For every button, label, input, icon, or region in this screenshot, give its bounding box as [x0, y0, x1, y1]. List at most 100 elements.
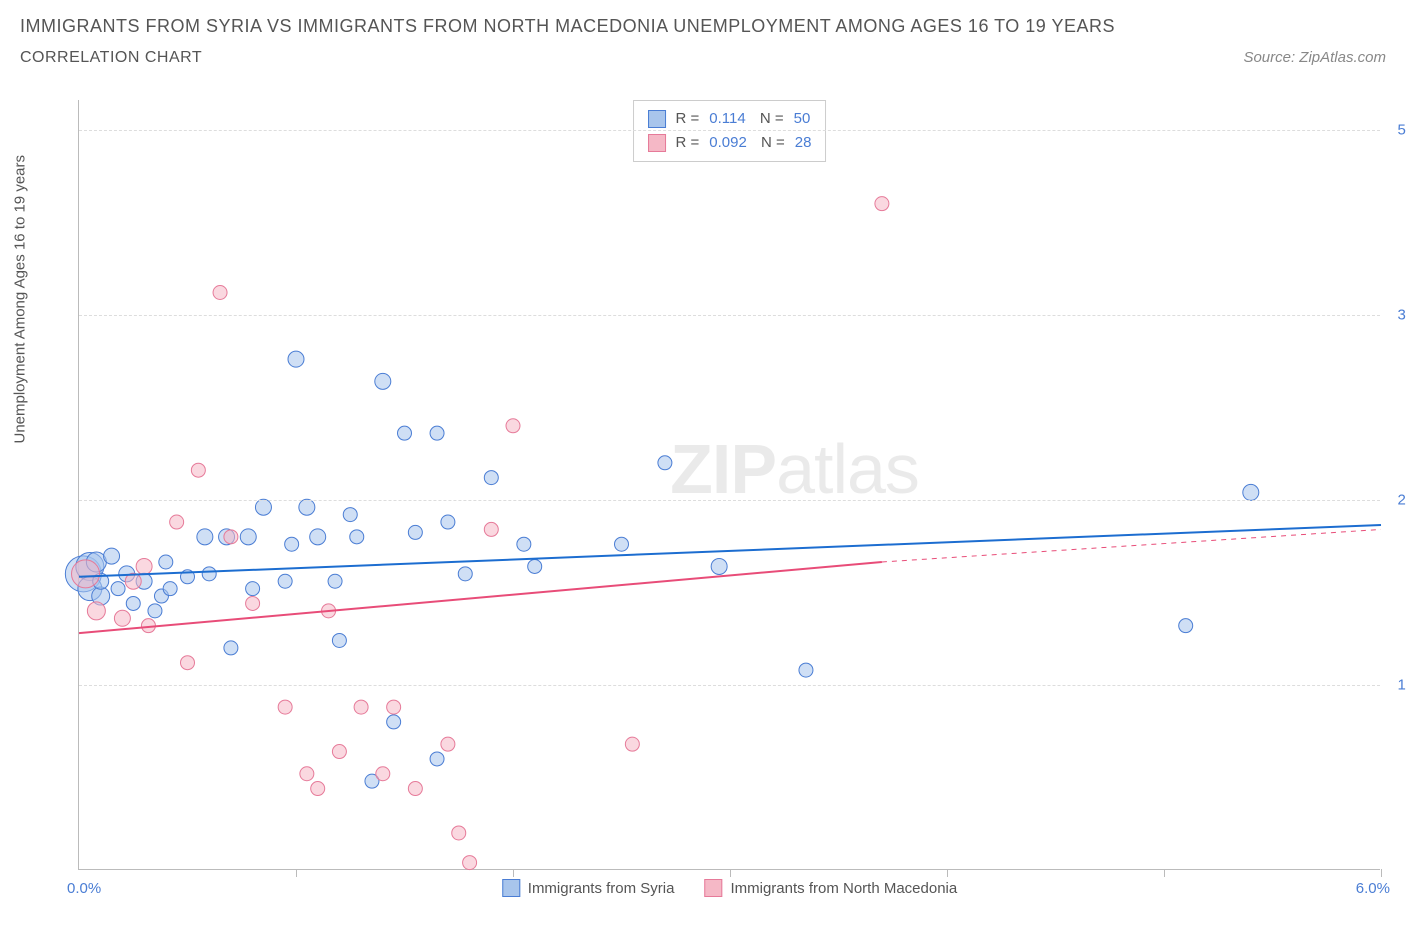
x-axis-tick [947, 869, 948, 877]
data-point [163, 582, 177, 596]
gridline [79, 315, 1380, 316]
data-point [246, 582, 260, 596]
data-point [104, 548, 120, 564]
data-point [170, 515, 184, 529]
y-axis-tick-label: 25.0% [1397, 491, 1406, 508]
data-point [246, 596, 260, 610]
scatter-plot-svg [79, 100, 1380, 869]
data-point [278, 574, 292, 588]
data-point [332, 745, 346, 759]
y-axis-tick-label: 12.5% [1397, 676, 1406, 693]
data-point [159, 555, 173, 569]
data-point [111, 582, 125, 596]
data-point [300, 767, 314, 781]
data-point [463, 856, 477, 870]
chart-title: IMMIGRANTS FROM SYRIA VS IMMIGRANTS FROM… [20, 12, 1386, 41]
data-point [387, 715, 401, 729]
data-point [224, 530, 238, 544]
legend-n-label: N = [756, 107, 784, 131]
y-axis-tick-label: 37.5% [1397, 306, 1406, 323]
data-point [285, 537, 299, 551]
source-attribution: Source: ZipAtlas.com [1243, 49, 1386, 66]
gridline [79, 685, 1380, 686]
data-point [240, 529, 256, 545]
legend-r-value-syria: 0.114 [709, 107, 745, 131]
x-axis-tick [1381, 869, 1382, 877]
data-point [441, 737, 455, 751]
data-point [114, 610, 130, 626]
data-point [615, 537, 629, 551]
subtitle-row: CORRELATION CHART Source: ZipAtlas.com [20, 49, 1386, 67]
data-point [136, 558, 152, 574]
legend-item-syria: Immigrants from Syria [502, 879, 675, 897]
data-point [72, 560, 100, 588]
gridline [79, 130, 1380, 131]
x-axis-tick [1164, 869, 1165, 877]
data-point [343, 508, 357, 522]
legend-label-syria: Immigrants from Syria [528, 880, 675, 897]
data-point [408, 525, 422, 539]
data-point [181, 656, 195, 670]
legend-r-label: R = [676, 131, 700, 155]
legend-label-macedonia: Immigrants from North Macedonia [730, 880, 957, 897]
data-point [398, 426, 412, 440]
chart-container: Unemployment Among Ages 16 to 19 years Z… [60, 100, 1380, 870]
legend-item-macedonia: Immigrants from North Macedonia [704, 879, 957, 897]
legend-r-label: R = [676, 107, 700, 131]
data-point [328, 574, 342, 588]
x-axis-min-label: 0.0% [67, 880, 101, 897]
data-point [625, 737, 639, 751]
legend-row-syria: R = 0.114 N = 50 [648, 107, 812, 131]
data-point [375, 373, 391, 389]
data-point [1243, 484, 1259, 500]
x-axis-tick [296, 869, 297, 877]
x-axis-max-label: 6.0% [1356, 880, 1390, 897]
data-point [354, 700, 368, 714]
legend-swatch-syria [648, 110, 666, 128]
data-point [658, 456, 672, 470]
data-point [387, 700, 401, 714]
legend-n-label: N = [757, 131, 785, 155]
data-point [126, 596, 140, 610]
legend-n-value-syria: 50 [794, 107, 811, 131]
data-point [332, 633, 346, 647]
data-point [484, 522, 498, 536]
x-axis-tick [730, 869, 731, 877]
data-point [875, 197, 889, 211]
data-point [441, 515, 455, 529]
data-point [255, 499, 271, 515]
legend-swatch-icon [704, 879, 722, 897]
data-point [376, 767, 390, 781]
data-point [148, 604, 162, 618]
data-point [528, 559, 542, 573]
data-point [197, 529, 213, 545]
correlation-legend: R = 0.114 N = 50 R = 0.092 N = 28 [633, 100, 827, 162]
data-point [202, 567, 216, 581]
data-point [224, 641, 238, 655]
plot-area: ZIPatlas R = 0.114 N = 50 R = 0.092 N = … [78, 100, 1380, 870]
x-axis-tick [513, 869, 514, 877]
gridline [79, 500, 1380, 501]
data-point [517, 537, 531, 551]
data-point [506, 419, 520, 433]
legend-swatch-icon [502, 879, 520, 897]
data-point [350, 530, 364, 544]
data-point [458, 567, 472, 581]
data-point [799, 663, 813, 677]
legend-n-value-macedonia: 28 [795, 131, 812, 155]
series-legend: Immigrants from Syria Immigrants from No… [502, 879, 957, 897]
data-point [711, 558, 727, 574]
data-point [191, 463, 205, 477]
y-axis-tick-label: 50.0% [1397, 121, 1406, 138]
data-point [408, 782, 422, 796]
y-axis-title: Unemployment Among Ages 16 to 19 years [12, 155, 29, 444]
data-point [299, 499, 315, 515]
trend-line [79, 525, 1381, 577]
data-point [430, 752, 444, 766]
data-point [87, 602, 105, 620]
data-point [1179, 619, 1193, 633]
chart-subtitle: CORRELATION CHART [20, 49, 202, 67]
data-point [311, 782, 325, 796]
data-point [288, 351, 304, 367]
data-point [278, 700, 292, 714]
